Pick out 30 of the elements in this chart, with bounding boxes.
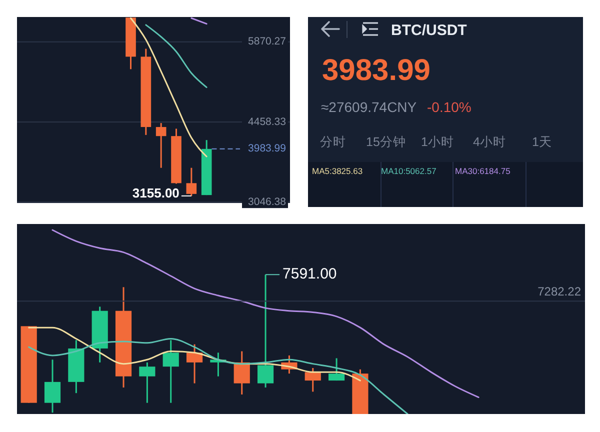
candlestick bbox=[162, 339, 179, 404]
text: 分时 bbox=[320, 135, 346, 149]
candlestick bbox=[257, 274, 274, 388]
candlestick bbox=[139, 362, 156, 404]
y-tick-label: 5870.27 bbox=[248, 36, 286, 48]
candlestick bbox=[328, 357, 345, 382]
y-tick-label: 4458.33 bbox=[248, 116, 286, 128]
text: 1小时 bbox=[421, 135, 454, 149]
text: 1天 bbox=[532, 135, 552, 149]
candlestick bbox=[186, 167, 197, 197]
annotation: 7591.00 bbox=[282, 266, 337, 283]
text: 7282.22 bbox=[538, 284, 582, 298]
candlestick bbox=[234, 350, 250, 396]
text: -0.10% bbox=[427, 99, 472, 115]
text: MA5:3825.63 bbox=[312, 166, 363, 176]
text: 15分钟 bbox=[366, 135, 406, 149]
annotation: 3155.00 bbox=[132, 185, 180, 200]
candlestick bbox=[156, 122, 166, 169]
y-tick-label: 3046.38 bbox=[248, 196, 286, 208]
text: 4小时 bbox=[473, 135, 506, 149]
candlestick bbox=[304, 367, 321, 392]
text: BTC/USDT bbox=[391, 22, 467, 39]
candlestick bbox=[44, 358, 61, 414]
candlestick bbox=[186, 344, 203, 384]
text: 3983.99 bbox=[322, 54, 430, 87]
text: MA30:6184.75 bbox=[455, 166, 511, 176]
line-series bbox=[145, 24, 208, 88]
ref-line-label: 3983.99 bbox=[248, 142, 286, 155]
text: ≈27609.74CNY bbox=[321, 99, 418, 115]
text: MA10:5062.57 bbox=[381, 166, 437, 176]
